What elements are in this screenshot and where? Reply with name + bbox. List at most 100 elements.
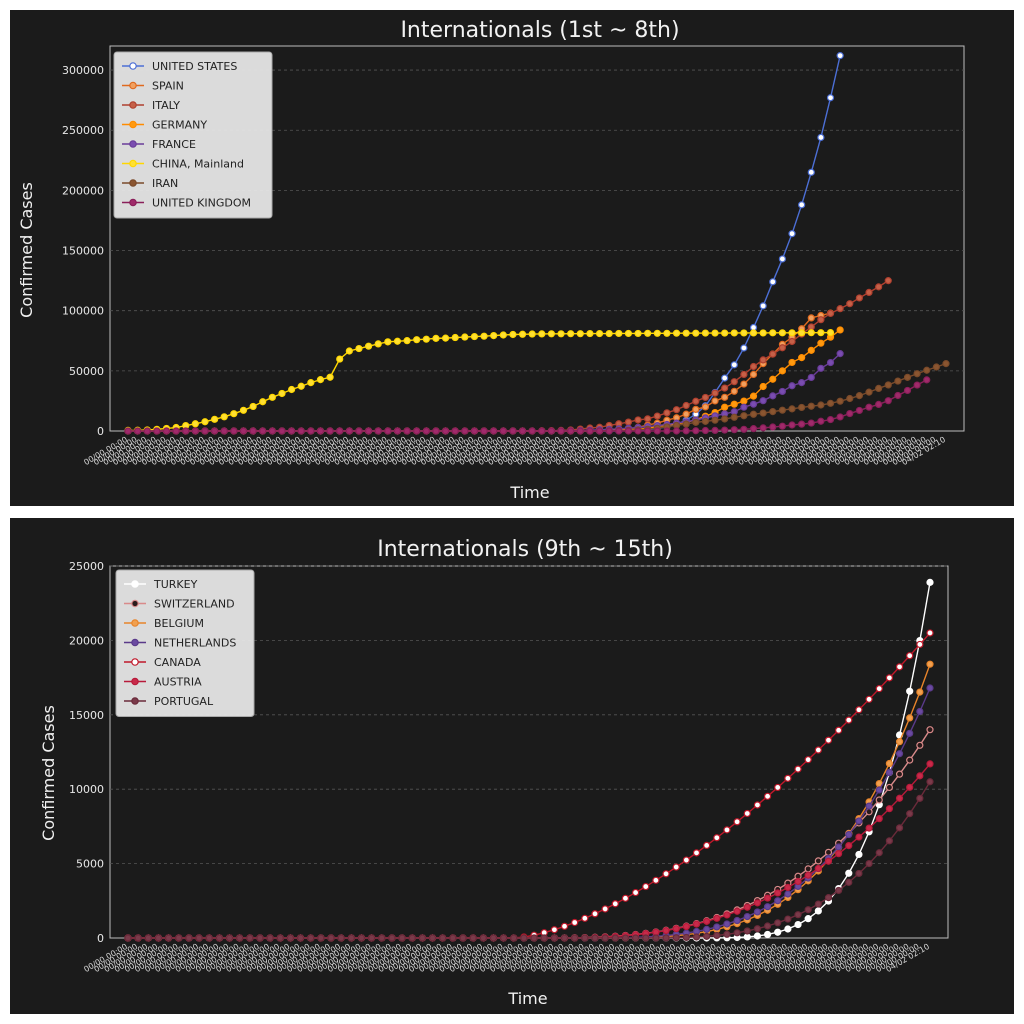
data-point [778, 367, 787, 375]
data-point [826, 309, 835, 318]
y-tick-label: 50000 [69, 365, 104, 378]
data-point [644, 329, 652, 337]
data-point [701, 329, 710, 337]
data-point [518, 427, 527, 435]
data-point [256, 934, 264, 942]
data-point [701, 426, 710, 435]
y-tick-label: 0 [97, 425, 104, 438]
data-point [798, 354, 806, 362]
data-point [336, 427, 344, 435]
data-point [916, 688, 924, 696]
data-point [774, 889, 782, 897]
data-point [230, 410, 238, 418]
data-point [836, 305, 844, 313]
data-point [733, 818, 741, 826]
data-point [713, 914, 721, 922]
data-point [759, 302, 767, 310]
data-point [195, 934, 203, 942]
data-point [355, 427, 363, 435]
data-point [278, 427, 286, 435]
data-point [740, 380, 748, 388]
data-point [826, 415, 835, 424]
data-point [621, 934, 630, 942]
data-point [307, 934, 315, 942]
series-line [128, 687, 931, 939]
data-point [692, 849, 701, 857]
data-point [926, 578, 934, 586]
data-point [743, 809, 751, 818]
data-point [885, 768, 893, 777]
legend-entry: IRAN [152, 177, 178, 190]
data-point [518, 330, 527, 338]
data-point [846, 409, 854, 418]
data-point [470, 427, 479, 435]
data-point [721, 393, 729, 401]
data-point [923, 376, 931, 384]
data-point [134, 427, 142, 435]
data-point [701, 403, 710, 411]
data-point [916, 794, 924, 802]
data-point [631, 934, 640, 942]
data-point [642, 934, 650, 942]
data-point [711, 389, 719, 397]
data-point [733, 907, 741, 915]
data-point [644, 427, 652, 435]
data-point [631, 888, 640, 897]
legend-swatch-marker [129, 62, 137, 70]
data-point [794, 911, 802, 919]
y-tick-label: 100000 [62, 305, 104, 318]
data-point [769, 350, 777, 358]
legend-swatch-marker [129, 198, 137, 207]
data-point [432, 334, 440, 342]
data-point [817, 133, 825, 142]
data-point [479, 934, 487, 942]
data-point [895, 750, 904, 758]
data-point [835, 726, 843, 734]
data-point [520, 934, 528, 942]
data-point [740, 370, 748, 379]
data-point [794, 920, 802, 929]
data-point [769, 329, 777, 337]
data-point [835, 843, 843, 851]
data-point [733, 916, 741, 925]
data-point [345, 347, 353, 355]
data-point [875, 685, 883, 693]
data-point [845, 830, 853, 839]
data-point [916, 707, 924, 716]
data-point [605, 329, 613, 338]
data-point [817, 339, 825, 347]
data-point [923, 366, 931, 374]
data-point [895, 738, 904, 746]
data-point [413, 336, 421, 344]
data-point [586, 329, 594, 338]
series-switzerland [124, 726, 934, 942]
data-point [461, 333, 469, 341]
chart-panel-bottom: Internationals (9th ~ 15th) Time Confirm… [10, 518, 1014, 1014]
data-point [807, 419, 815, 427]
data-point [749, 370, 758, 379]
data-point [316, 376, 325, 384]
data-point [528, 330, 536, 338]
data-point [778, 344, 787, 352]
data-point [286, 934, 295, 942]
data-point [788, 358, 796, 367]
data-point [804, 871, 812, 879]
data-point [576, 427, 584, 435]
data-point [788, 329, 796, 337]
data-point [652, 928, 660, 936]
legend-entry: UNITED KINGDOM [152, 197, 251, 210]
data-point [721, 329, 729, 337]
data-point [865, 403, 873, 411]
data-point [759, 382, 767, 391]
data-point [547, 330, 556, 338]
y-tick-label: 200000 [62, 184, 104, 197]
data-point [730, 329, 738, 337]
data-point [723, 930, 731, 938]
data-point [355, 344, 363, 353]
data-point [730, 387, 738, 395]
data-point [836, 350, 844, 358]
data-point [824, 857, 833, 865]
data-point [774, 783, 782, 792]
series-china-mainland [124, 328, 835, 434]
data-point [480, 332, 488, 340]
